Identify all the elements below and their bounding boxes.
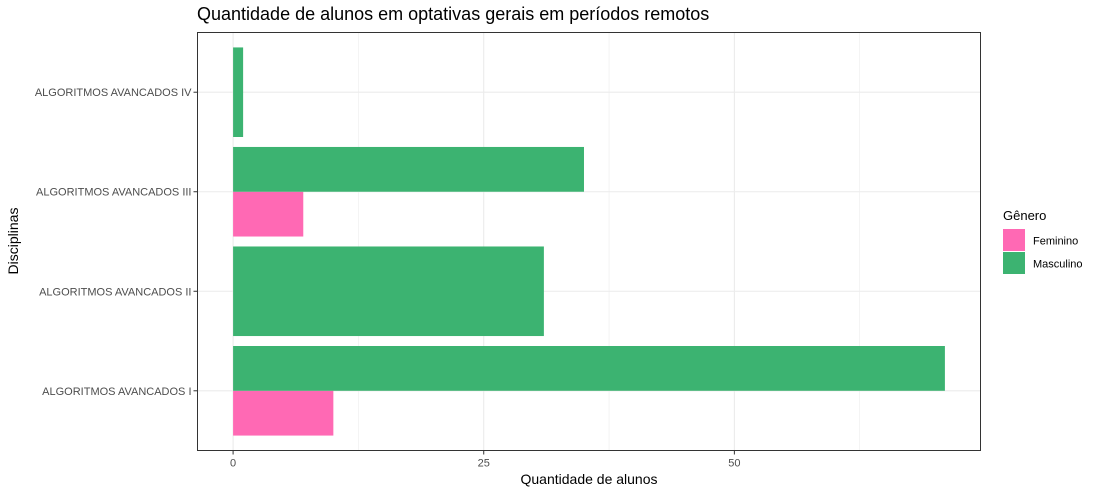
y-axis-title: Disciplinas [5, 208, 21, 275]
legend-key [1003, 229, 1025, 251]
bar-masculino [233, 346, 945, 391]
y-tick-label: ALGORITMOS AVANCADOS IV [35, 87, 192, 99]
bar-masculino [233, 246, 544, 337]
x-tick-label: 25 [478, 458, 490, 470]
y-tick-label: ALGORITMOS AVANCADOS II [39, 286, 191, 298]
bars [233, 47, 945, 436]
legend-key [1003, 252, 1025, 274]
x-tick-label: 50 [728, 458, 740, 470]
y-tick-label: ALGORITMOS AVANCADOS I [42, 386, 191, 398]
legend: Gênero Feminino Masculino [1003, 208, 1083, 274]
legend-label: Feminino [1033, 236, 1078, 248]
chart-title: Quantidade de alunos em optativas gerais… [197, 4, 709, 24]
legend-label: Masculino [1033, 259, 1083, 271]
x-tick-label: 0 [230, 458, 236, 470]
x-axis: 0 25 50 [230, 450, 740, 470]
bar-feminino [233, 191, 304, 237]
x-axis-title: Quantidade de alunos [521, 471, 658, 487]
bar-masculino [233, 146, 584, 192]
y-tick-label: ALGORITMOS AVANCADOS III [36, 187, 191, 199]
plot-border [197, 32, 981, 451]
y-axis: ALGORITMOS AVANCADOS I ALGORITMOS AVANCAD… [35, 87, 198, 398]
bar-feminino [233, 390, 334, 436]
legend-title: Gênero [1003, 208, 1046, 223]
bar-masculino [233, 47, 244, 137]
